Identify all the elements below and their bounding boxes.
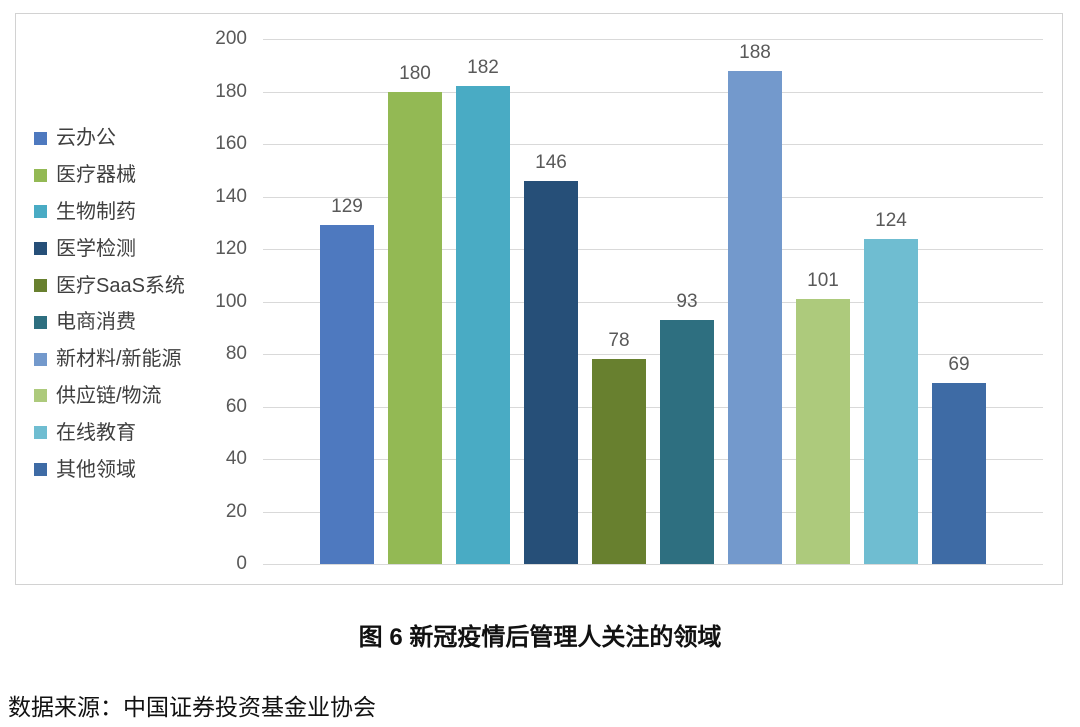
bar <box>932 382 986 564</box>
gridline <box>263 144 1043 145</box>
legend-label: 生物制药 <box>56 200 136 223</box>
legend-swatch <box>34 279 47 293</box>
bar <box>796 298 850 564</box>
y-axis-tick-label: 160 <box>215 133 247 154</box>
legend-item: 医学检测 <box>34 230 185 267</box>
gridline <box>263 406 1043 408</box>
chart-panel: 云办公医疗器械生物制药医学检测医疗SaaS系统 电商消费新材料/新能源 供应链/物流… <box>15 13 1063 585</box>
bar <box>592 359 646 564</box>
legend-swatch <box>34 389 47 403</box>
bar <box>320 225 374 564</box>
legend-item: 医疗SaaS系统 <box>34 267 185 304</box>
bar-value-label: 101 <box>807 269 839 291</box>
gridline <box>263 91 1043 93</box>
legend-item: 生物制药 <box>34 194 185 231</box>
legend-label: 云办公 <box>56 127 116 150</box>
bar-slot: 182 <box>449 39 517 564</box>
bar-value-label: 124 <box>875 209 907 231</box>
bar-value-label: 188 <box>739 41 771 63</box>
gridline <box>263 196 1043 198</box>
y-axis-tick-label: 60 <box>225 395 247 417</box>
legend-label: 医疗SaaS系统 <box>56 274 185 297</box>
bar-value-label: 93 <box>676 290 698 312</box>
legend-swatch <box>34 205 47 219</box>
gridline <box>263 564 1043 565</box>
bar-series: 129 180 182 146 78 93 188 101 124 69 <box>313 39 993 564</box>
bar-value-label: 180 <box>399 62 431 84</box>
legend-label: 新材料/新能源 <box>56 348 182 371</box>
bar-slot: 78 <box>585 39 653 564</box>
legend-swatch <box>34 426 47 440</box>
bar-value-label: 78 <box>608 330 630 352</box>
figure-caption: 图 6 新冠疫情后管理人关注的领域 <box>358 624 722 651</box>
gridline <box>263 249 1043 250</box>
legend-swatch <box>34 315 47 329</box>
bar <box>864 238 918 564</box>
data-source-note: 数据来源：中国证券投资基金业协会 <box>8 695 376 720</box>
bar <box>660 319 714 564</box>
y-axis-tick-label: 80 <box>225 343 247 364</box>
legend-label: 供应链/物流 <box>56 384 162 407</box>
bar-slot: 69 <box>925 39 993 564</box>
y-axis: 200 180 160 140 120 100 80 60 40 20 0 <box>16 28 247 574</box>
bar-slot: 146 <box>517 39 585 564</box>
bar <box>524 180 578 564</box>
y-axis-tick-label: 120 <box>215 238 247 259</box>
legend-swatch <box>34 352 47 366</box>
bar <box>728 70 782 564</box>
bar-value-label: 146 <box>535 151 567 173</box>
legend-label: 在线教育 <box>56 421 136 444</box>
y-axis-tick-label: 0 <box>236 553 247 574</box>
legend-label: 医疗器械 <box>56 164 136 187</box>
plot-area: 129 180 182 146 78 93 188 101 124 69 <box>263 39 1043 565</box>
legend-label: 电商消费 <box>56 311 136 334</box>
bar <box>456 86 510 564</box>
gridline <box>263 39 1043 40</box>
bar-slot: 129 <box>313 39 381 564</box>
legend-item: 云办公 <box>34 120 185 157</box>
bar-slot: 101 <box>789 39 857 564</box>
legend-item: 医疗器械 <box>34 157 185 194</box>
legend: 云办公医疗器械生物制药医学检测医疗SaaS系统 电商消费新材料/新能源 供应链/物流… <box>34 120 185 488</box>
bar-value-label: 129 <box>331 196 363 218</box>
legend-swatch <box>34 131 47 145</box>
legend-item: 新材料/新能源 <box>34 341 185 378</box>
legend-swatch <box>34 242 47 256</box>
gridline <box>263 301 1043 303</box>
legend-label: 其他领域 <box>56 458 136 481</box>
legend-swatch <box>34 168 47 182</box>
legend-label: 医学检测 <box>56 237 136 260</box>
gridline <box>263 459 1043 460</box>
bar-value-label: 182 <box>467 57 499 79</box>
y-axis-tick-label: 180 <box>215 80 247 102</box>
legend-item: 在线教育 <box>34 414 185 451</box>
legend-item: 供应链/物流 <box>34 378 185 415</box>
bar-slot: 180 <box>381 39 449 564</box>
gridline <box>263 511 1043 513</box>
bar-slot: 93 <box>653 39 721 564</box>
legend-item: 电商消费 <box>34 304 185 341</box>
y-axis-tick-label: 20 <box>225 500 247 522</box>
bar-slot: 188 <box>721 39 789 564</box>
gridline <box>263 354 1043 355</box>
bar <box>388 91 442 564</box>
y-axis-tick-label: 140 <box>215 185 247 207</box>
bar-slot: 124 <box>857 39 925 564</box>
legend-item: 其他领域 <box>34 451 185 488</box>
y-axis-tick-label: 40 <box>225 448 247 469</box>
bar-value-label: 69 <box>948 353 970 375</box>
legend-swatch <box>34 463 47 477</box>
y-axis-tick-label: 200 <box>215 28 247 49</box>
y-axis-tick-label: 100 <box>215 290 247 312</box>
